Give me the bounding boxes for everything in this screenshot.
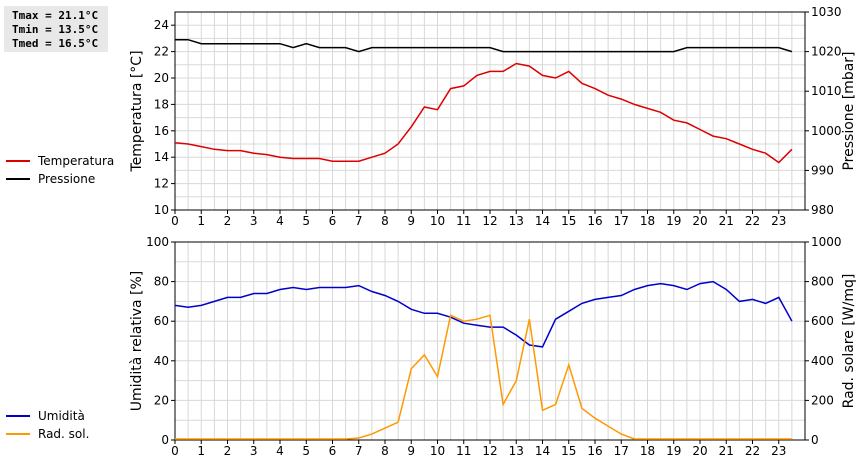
x-tick-label: 17	[614, 444, 629, 458]
y-axis-label-left: Umidità relativa [%]	[129, 271, 145, 412]
x-tick-label: 6	[329, 214, 337, 228]
y-tick-label-left: 16	[154, 124, 169, 138]
legend-label-1: Umidità	[38, 409, 85, 423]
x-tick-label: 10	[430, 444, 445, 458]
x-tick-label: 10	[430, 214, 445, 228]
x-tick-label: 3	[250, 444, 258, 458]
y-tick-label-left: 22	[154, 45, 169, 59]
y-tick-label-right: 1030	[811, 5, 842, 19]
x-tick-label: 12	[482, 214, 497, 228]
x-tick-label: 9	[407, 444, 415, 458]
x-tick-label: 3	[250, 214, 258, 228]
x-tick-label: 21	[719, 214, 734, 228]
y-tick-label-right: 400	[811, 354, 834, 368]
y-tick-label-left: 12	[154, 177, 169, 191]
x-tick-label: 14	[535, 214, 550, 228]
y-tick-label-left: 0	[161, 433, 169, 447]
x-tick-label: 18	[640, 444, 655, 458]
x-tick-label: 7	[355, 444, 363, 458]
x-tick-label: 8	[381, 444, 389, 458]
x-tick-label: 4	[276, 214, 284, 228]
series-line-2	[175, 38, 793, 53]
x-tick-label: 0	[171, 444, 179, 458]
y-axis-label-right: Pressione [mbar]	[841, 51, 857, 170]
x-tick-label: 17	[614, 214, 629, 228]
x-tick-label: 2	[224, 444, 232, 458]
x-tick-label: 13	[509, 214, 524, 228]
tmin-label: Tmin = 13.5°C	[12, 23, 99, 36]
x-tick-label: 22	[745, 444, 760, 458]
x-tick-label: 18	[640, 214, 655, 228]
y-tick-label-left: 20	[154, 393, 169, 407]
tmed-label: Tmed = 16.5°C	[12, 37, 99, 50]
series-line-1	[174, 62, 793, 164]
x-tick-label: 5	[302, 444, 310, 458]
tmax-label: Tmax = 21.1°C	[12, 9, 99, 22]
x-tick-label: 23	[771, 214, 786, 228]
series-line-2	[175, 314, 792, 440]
x-tick-label: 20	[692, 214, 707, 228]
x-tick-label: 6	[329, 444, 337, 458]
chart-panel-1: 0 1 2 3 4 5 6 7 8 9 10 11 12 13 14 15 16 17 18 19 20 21 22 2310…	[6, 5, 857, 228]
y-tick-label-left: 14	[154, 150, 169, 164]
x-tick-label: 11	[456, 214, 471, 228]
x-tick-label: 16	[587, 214, 602, 228]
x-tick-label: 0	[171, 214, 179, 228]
x-tick-label: 8	[381, 214, 389, 228]
x-tick-label: 20	[692, 444, 707, 458]
legend-label-2: Rad. sol.	[38, 427, 89, 441]
x-tick-label: 14	[535, 444, 550, 458]
x-tick-label: 16	[587, 444, 602, 458]
y-tick-label-left: 60	[154, 314, 169, 328]
x-tick-label: 19	[666, 444, 681, 458]
stats-box: Tmax = 21.1°C Tmin = 13.5°C Tmed = 16.5°…	[4, 6, 108, 52]
y-tick-label-left: 10	[154, 203, 169, 217]
x-tick-label: 4	[276, 444, 284, 458]
y-axis-label-left: Temperatura [°C]	[129, 50, 145, 172]
y-tick-label-right: 0	[811, 433, 819, 447]
x-tick-label: 13	[509, 444, 524, 458]
y-tick-label-right: 600	[811, 314, 834, 328]
x-tick-label: 19	[666, 214, 681, 228]
y-tick-label-right: 980	[811, 203, 834, 217]
x-tick-label: 21	[719, 444, 734, 458]
y-tick-label-right: 1000	[811, 124, 842, 138]
y-tick-label-left: 24	[154, 18, 169, 32]
x-tick-label: 15	[561, 214, 576, 228]
x-tick-label: 9	[407, 214, 415, 228]
x-tick-label: 7	[355, 214, 363, 228]
y-tick-label-right: 990	[811, 163, 834, 177]
y-axis-label-right: Rad. solare [W/mq]	[841, 274, 857, 409]
y-tick-label-left: 100	[146, 235, 169, 249]
y-tick-label-right: 1020	[811, 45, 842, 59]
x-tick-label: 23	[771, 444, 786, 458]
legend-label-2: Pressione	[38, 172, 95, 186]
x-tick-label: 1	[197, 444, 205, 458]
x-tick-label: 2	[224, 214, 232, 228]
x-tick-label: 12	[482, 444, 497, 458]
legend-label-1: Temperatura	[37, 154, 114, 168]
y-tick-label-right: 200	[811, 393, 834, 407]
series-line-1	[174, 280, 793, 348]
y-tick-label-left: 40	[154, 354, 169, 368]
y-tick-label-left: 20	[154, 71, 169, 85]
chart-panel-2: 0 1 2 3 4 5 6 7 8 9 10 11 12 13 14 15 16 17 18 19 20 21 22 2302…	[6, 235, 857, 458]
x-tick-label: 15	[561, 444, 576, 458]
x-tick-label: 11	[456, 444, 471, 458]
y-tick-label-right: 1000	[811, 235, 842, 249]
x-tick-label: 22	[745, 214, 760, 228]
y-tick-label-right: 1010	[811, 84, 842, 98]
x-tick-label: 1	[197, 214, 205, 228]
y-tick-label-right: 800	[811, 275, 834, 289]
x-tick-label: 5	[302, 214, 310, 228]
y-tick-label-left: 18	[154, 97, 169, 111]
y-tick-label-left: 80	[154, 275, 169, 289]
